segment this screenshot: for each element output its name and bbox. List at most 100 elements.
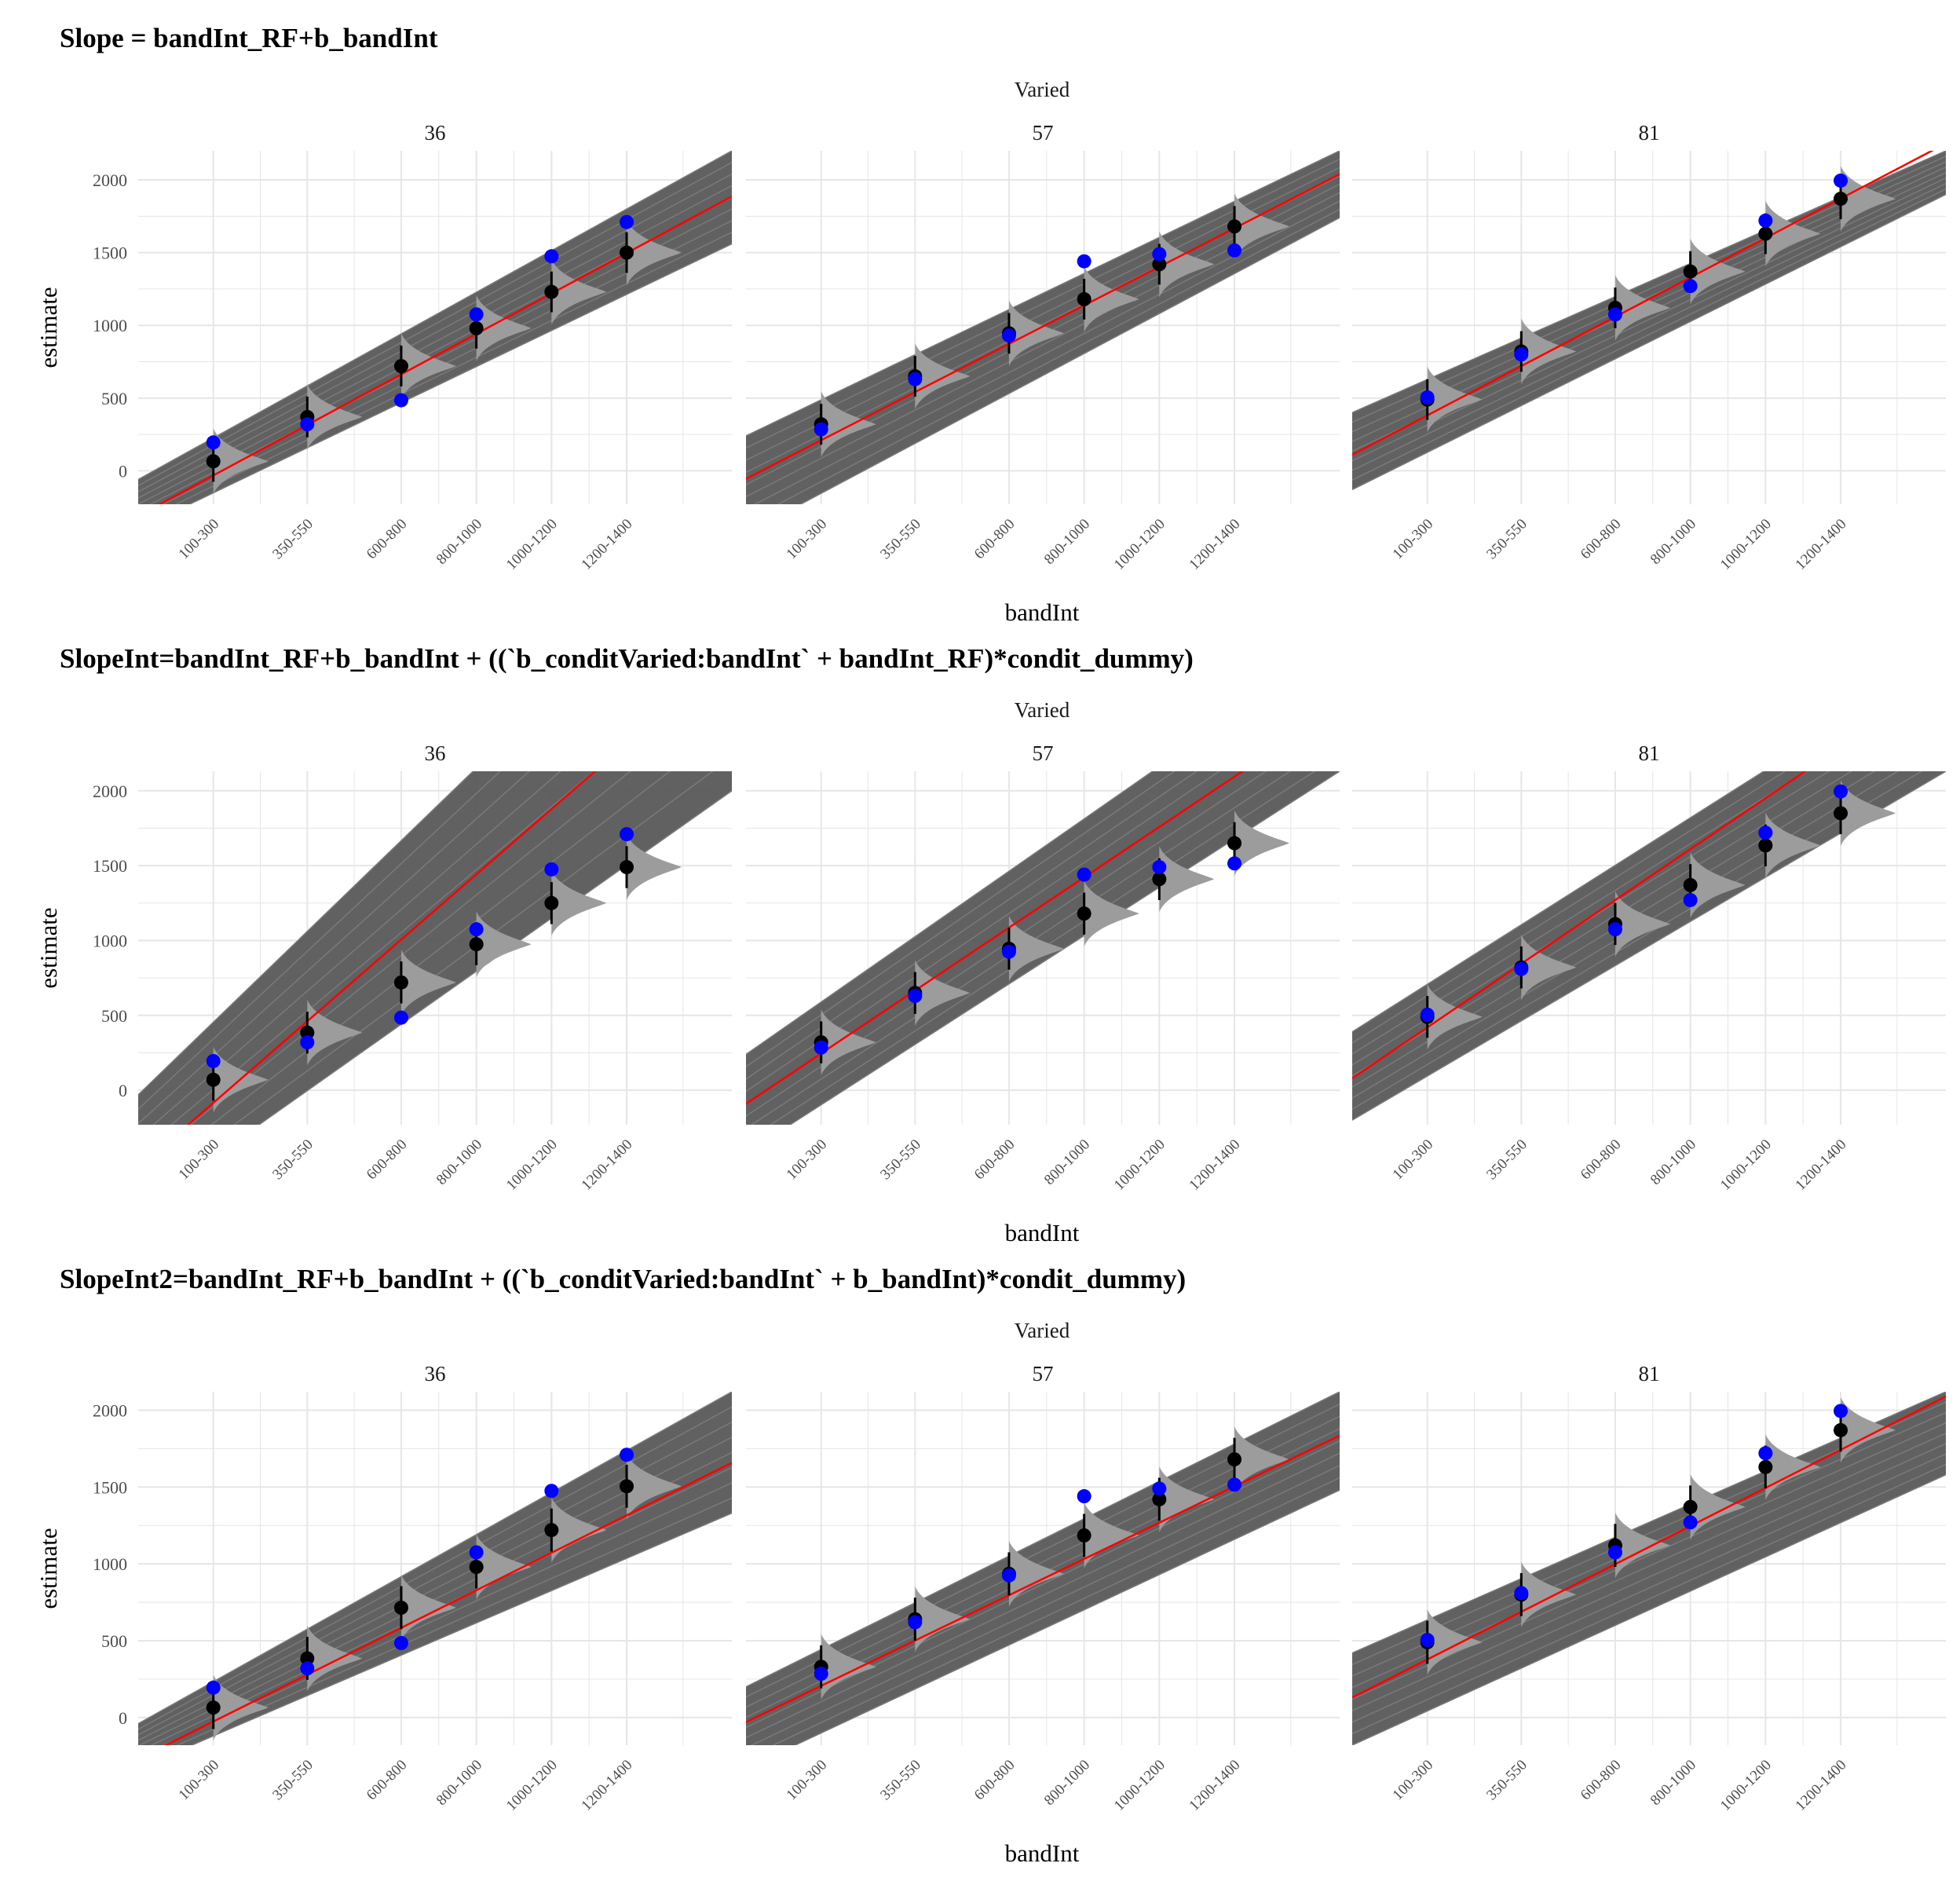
- panel-36: 36 100-300 350-550 600-800 800-1000 1000-1200…: [138, 741, 732, 1194]
- observed-point: [544, 862, 559, 877]
- x-tick-label: 1200-1400: [1186, 1136, 1243, 1194]
- panel-57: 57 100-300 350-550 600-800 800-1000 1000-1200…: [746, 121, 1340, 573]
- posterior-violin: [1765, 812, 1821, 879]
- fit-line: [1352, 1395, 1946, 1699]
- plot-area: [746, 771, 1340, 1125]
- posterior-violin: [476, 911, 532, 978]
- panel-81: 81 100-300 350-550 600-800 800-1000 1000-1200…: [1352, 1362, 1946, 1814]
- posterior-violin: [1614, 275, 1670, 341]
- x-tick-label: 100-300: [1390, 1136, 1437, 1184]
- posterior-violin: [821, 391, 876, 458]
- x-tick-label: 1200-1400: [1792, 1757, 1849, 1814]
- observed-point: [1420, 390, 1435, 404]
- chart-title: SlopeInt2=bandInt_RF+b_bandInt + ((`b_co…: [60, 1264, 1186, 1294]
- x-tick-label: 350-550: [269, 1136, 316, 1184]
- estimate-point: [393, 1600, 408, 1615]
- observed-point: [469, 922, 484, 937]
- observed-point: [393, 1635, 408, 1650]
- observed-point: [544, 249, 559, 264]
- x-tick-label: 100-300: [784, 1757, 831, 1804]
- panel-36: 36 100-300 350-550 600-800 800-1000 1000-1200…: [138, 1362, 732, 1814]
- x-tick-label: 1000-1200: [503, 1757, 561, 1814]
- x-tick-label: 800-1000: [1647, 1757, 1699, 1809]
- fit-line: [157, 196, 732, 504]
- x-tick-label: 1000-1200: [1717, 1757, 1775, 1814]
- y-axis-label: estimate: [35, 907, 62, 988]
- posterior-lines: [1352, 771, 1946, 1121]
- observed-point: [1227, 856, 1242, 871]
- chart-row-2: SlopeInt=bandInt_RF+b_bandInt + ((`b_con…: [35, 643, 1946, 1246]
- x-tick-label: 1000-1200: [503, 1136, 561, 1194]
- observed-point: [814, 1667, 828, 1682]
- observed-point: [1152, 860, 1167, 875]
- posterior-violin: [1690, 851, 1746, 918]
- posterior-violin: [1690, 238, 1746, 305]
- posterior-violin: [307, 1625, 363, 1692]
- posterior-violin: [915, 960, 971, 1027]
- chart-row-3: SlopeInt2=bandInt_RF+b_bandInt + ((`b_co…: [35, 1264, 1946, 1867]
- observed-point: [1001, 1568, 1016, 1583]
- observed-point: [1758, 1446, 1773, 1461]
- x-tick-label: 350-550: [877, 1757, 924, 1804]
- observed-point: [814, 422, 828, 437]
- y-tick-label: 0: [119, 1708, 127, 1728]
- observed-point: [300, 417, 315, 432]
- observed-point: [1607, 922, 1622, 937]
- posterior-violin: [1614, 1512, 1670, 1579]
- x-tick-label: 600-800: [971, 1757, 1018, 1804]
- fit-line: [746, 173, 1340, 480]
- observed-point: [300, 1661, 315, 1676]
- panel-label: 57: [1033, 741, 1054, 765]
- y-tick-label: 0: [119, 1081, 127, 1100]
- observed-point: [1607, 1545, 1622, 1560]
- x-tick-label: 1000-1200: [503, 516, 561, 573]
- x-tick-label: 800-1000: [1041, 516, 1093, 568]
- panel-label: 36: [425, 1362, 446, 1385]
- observed-point: [1514, 1586, 1529, 1601]
- x-tick-label: 800-1000: [1041, 1136, 1093, 1188]
- x-tick-label: 800-1000: [1647, 516, 1699, 568]
- x-tick-label: 800-1000: [433, 1136, 485, 1188]
- estimate-point: [1152, 1492, 1167, 1506]
- y-axis-label: estimate: [35, 287, 62, 368]
- x-tick-label: 600-800: [364, 1136, 411, 1184]
- panel-label: 81: [1639, 121, 1660, 145]
- x-tick-label: 100-300: [176, 516, 223, 563]
- estimate-point: [620, 245, 634, 260]
- y-tick-label: 2000: [93, 1400, 127, 1420]
- observed-point: [908, 989, 923, 1004]
- estimate-point: [1227, 219, 1242, 234]
- estimate-point: [620, 1479, 634, 1494]
- panel-label: 57: [1033, 121, 1054, 145]
- posterior-violin: [1765, 200, 1821, 267]
- estimate-point: [1152, 257, 1167, 272]
- estimate-point: [469, 937, 484, 952]
- estimate-point: [206, 454, 221, 469]
- x-tick-label: 600-800: [1578, 516, 1625, 563]
- estimate-point: [1758, 1459, 1773, 1474]
- observed-point: [1001, 328, 1016, 343]
- x-tick-label: 350-550: [877, 1136, 924, 1184]
- y-tick-label: 0: [119, 461, 127, 481]
- observed-point: [1077, 254, 1092, 269]
- x-axis-label: bandInt: [1005, 598, 1080, 626]
- panel-label: 57: [1033, 1362, 1054, 1385]
- posterior-violin: [307, 383, 363, 450]
- plot-area: [138, 151, 732, 504]
- panel-57: 57 100-300 350-550 600-800 800-1000 1000-1200…: [746, 1362, 1340, 1814]
- observed-point: [393, 393, 408, 408]
- estimate-point: [393, 359, 408, 374]
- estimate-point: [544, 895, 559, 910]
- x-tick-label: 350-550: [1483, 1136, 1530, 1184]
- fit-line: [186, 771, 597, 1125]
- y-tick-label: 500: [101, 1631, 127, 1651]
- chart-title: SlopeInt=bandInt_RF+b_bandInt + ((`b_con…: [60, 643, 1194, 674]
- observed-point: [544, 1484, 559, 1499]
- estimate-point: [1152, 872, 1167, 887]
- x-tick-label: 350-550: [269, 516, 316, 563]
- posterior-violin: [821, 1634, 876, 1700]
- observed-point: [1077, 867, 1092, 882]
- posterior-violin: [1234, 1426, 1290, 1493]
- observed-point: [1834, 173, 1848, 188]
